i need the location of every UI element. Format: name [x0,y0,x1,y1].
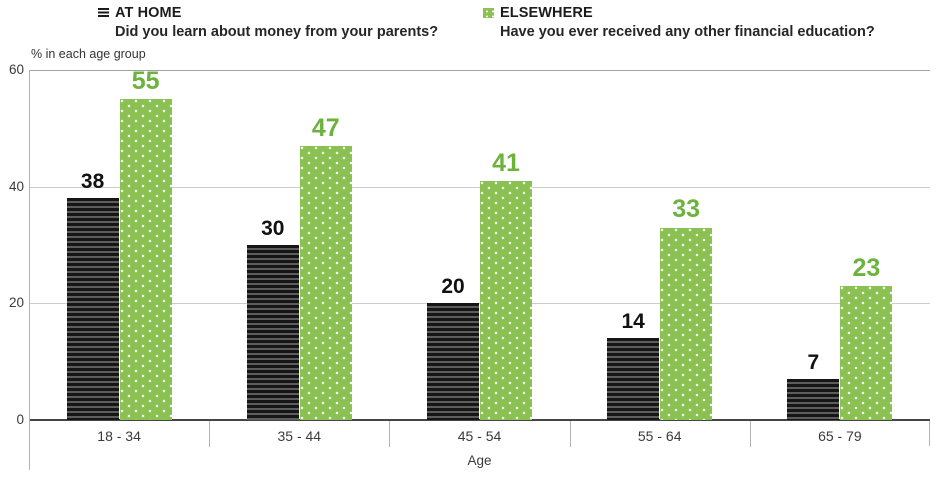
at-home-stripes-icon [98,7,109,18]
category-divider [209,421,211,447]
gridline-20 [29,303,930,304]
value-label-at-home: 20 [441,275,465,299]
x-axis-line [29,419,930,421]
value-label-elsewhere: 33 [672,195,701,224]
category-divider [389,421,391,447]
x-axis-label: Age [467,453,492,468]
value-label-elsewhere: 55 [131,66,160,95]
value-label-at-home: 38 [80,170,105,194]
bar-elsewhere [660,227,713,420]
bar-at-home [787,379,840,420]
gridline-40 [29,187,930,188]
value-label-at-home: 7 [807,351,820,375]
bar-elsewhere [299,145,352,420]
value-label-at-home: 30 [261,216,285,240]
x-tick-label: 55 - 64 [637,428,682,444]
plot-top-border [29,70,930,71]
category-divider [749,421,751,447]
x-tick-label: 18 - 34 [97,428,141,444]
x-tick-label: 35 - 44 [277,428,322,444]
y-tick-label: 60 [8,62,24,77]
bar-at-home [427,303,479,420]
value-label-elsewhere: 41 [492,148,520,177]
bar-elsewhere [840,285,893,420]
y-tick-label: 40 [8,178,24,194]
legend-label-at-home: AT HOME [115,4,182,21]
legend-question-elsewhere: Have you ever received any other financi… [500,24,875,40]
y-tick-label: 0 [16,412,24,427]
plot-area: 38 55 30 47 20 41 14 33 7 23 [29,66,930,420]
category-divider [929,421,930,446]
bar-elsewhere [119,99,172,420]
bar-elsewhere [480,180,532,420]
bar-at-home [607,338,660,420]
bar-at-home [246,245,299,420]
value-label-elsewhere: 23 [852,253,881,282]
legend-question-at-home: Did you learn about money from your pare… [115,24,439,40]
x-tick-label: 65 - 79 [818,428,862,444]
y-axis-label: % in each age group [31,47,146,61]
legend-item-at-home: AT HOME Did you learn about money from y… [98,3,438,40]
x-tick-label: 45 - 54 [457,428,502,444]
value-label-at-home: 14 [621,310,645,334]
y-tick-label: 20 [8,295,24,311]
legend-item-elsewhere: ELSEWHERE Have you ever received any oth… [483,3,875,40]
elsewhere-dots-icon [483,7,494,18]
category-divider [569,421,571,447]
bar-at-home [66,198,119,420]
y-axis-line [29,70,30,470]
value-label-elsewhere: 47 [311,113,340,142]
legend-label-elsewhere: ELSEWHERE [500,4,593,21]
